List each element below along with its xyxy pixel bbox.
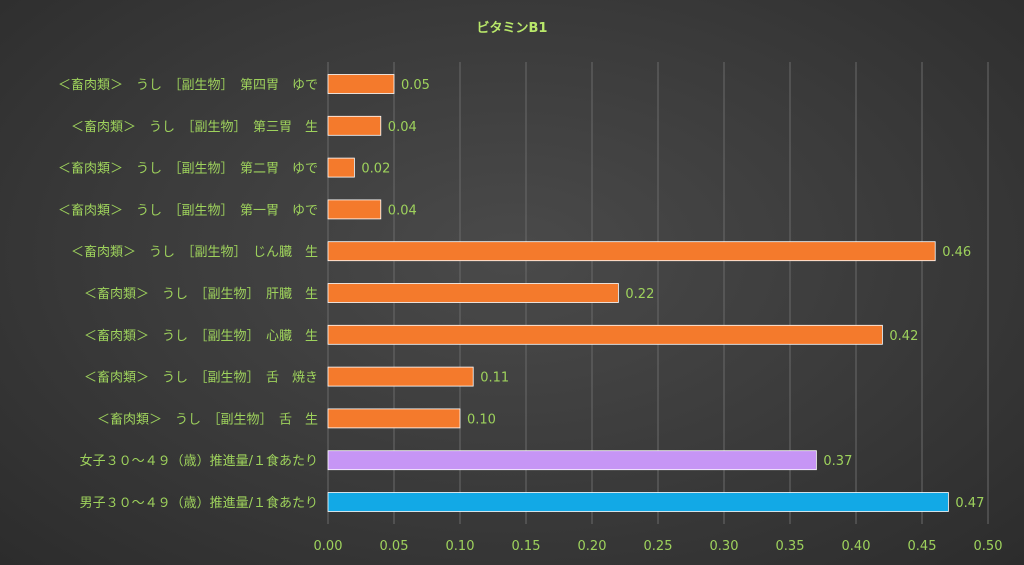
value-labels: 0.05 0.04 0.02 0.04 0.46 0.22 0.42 0.11 0.10 0.37…	[361, 78, 984, 511]
data-label: 0.02	[361, 162, 390, 177]
bar	[327, 199, 382, 220]
x-tick-label: 0.30	[710, 539, 739, 554]
x-tick-label: 0.50	[974, 539, 1003, 554]
data-label: 0.11	[480, 371, 509, 386]
category-label: 男子３０～４９（歳）推進量/１食あたり	[80, 495, 318, 511]
x-tick-label: 0.45	[908, 539, 937, 554]
data-label: 0.46	[942, 245, 971, 260]
category-label: 女子３０～４９（歳）推進量/１食あたり	[80, 453, 318, 469]
data-label: 0.22	[625, 287, 654, 302]
chart-title: ビタミンB1	[477, 20, 548, 36]
bar	[327, 74, 395, 94]
data-label: 0.42	[889, 329, 918, 344]
x-tick-label: 0.00	[314, 539, 343, 554]
category-label: ＜畜肉類＞ うし ［副生物］ 第一胃 ゆで	[58, 202, 318, 218]
bars	[327, 74, 949, 512]
x-axis-ticks: 0.00 0.05 0.10 0.15 0.20 0.25 0.30 0.35 0.40 0.45…	[314, 539, 1003, 554]
bar	[327, 450, 817, 471]
category-label: ＜畜肉類＞ うし ［副生物］ 心臓 生	[84, 328, 318, 344]
data-label: 0.37	[823, 454, 852, 469]
bar	[327, 157, 355, 178]
bar	[327, 283, 619, 303]
x-tick-label: 0.20	[578, 539, 607, 554]
data-label: 0.04	[388, 203, 417, 218]
x-tick-label: 0.35	[776, 539, 805, 554]
category-label: ＜畜肉類＞ うし ［副生物］ 第四胃 ゆで	[58, 77, 318, 93]
bar	[327, 241, 936, 262]
bar	[327, 115, 382, 136]
data-label: 0.05	[401, 78, 430, 93]
category-label: ＜畜肉類＞ うし ［副生物］ 舌 焼き	[84, 370, 318, 386]
bar	[327, 324, 883, 345]
data-label: 0.04	[388, 120, 417, 135]
data-label: 0.47	[955, 496, 984, 511]
category-labels: ＜畜肉類＞ うし ［副生物］ 第四胃 ゆで ＜畜肉類＞ うし ［副生物］ 第三胃 …	[58, 77, 318, 511]
bar	[327, 408, 461, 429]
bar	[327, 366, 474, 387]
category-label: ＜畜肉類＞ うし ［副生物］ 肝臓 生	[84, 286, 318, 302]
x-tick-label: 0.05	[380, 539, 409, 554]
x-tick-label: 0.40	[842, 539, 871, 554]
x-tick-label: 0.10	[446, 539, 475, 554]
category-label: ＜畜肉類＞ うし ［副生物］ 第二胃 ゆで	[58, 161, 318, 177]
data-label: 0.10	[467, 412, 496, 427]
category-label: ＜畜肉類＞ うし ［副生物］ じん臓 生	[71, 244, 318, 260]
category-label: ＜畜肉類＞ うし ［副生物］ 舌 生	[97, 411, 318, 427]
x-tick-label: 0.15	[512, 539, 541, 554]
category-label: ＜畜肉類＞ うし ［副生物］ 第三胃 生	[71, 119, 318, 135]
x-tick-label: 0.25	[644, 539, 673, 554]
bar	[327, 492, 949, 512]
